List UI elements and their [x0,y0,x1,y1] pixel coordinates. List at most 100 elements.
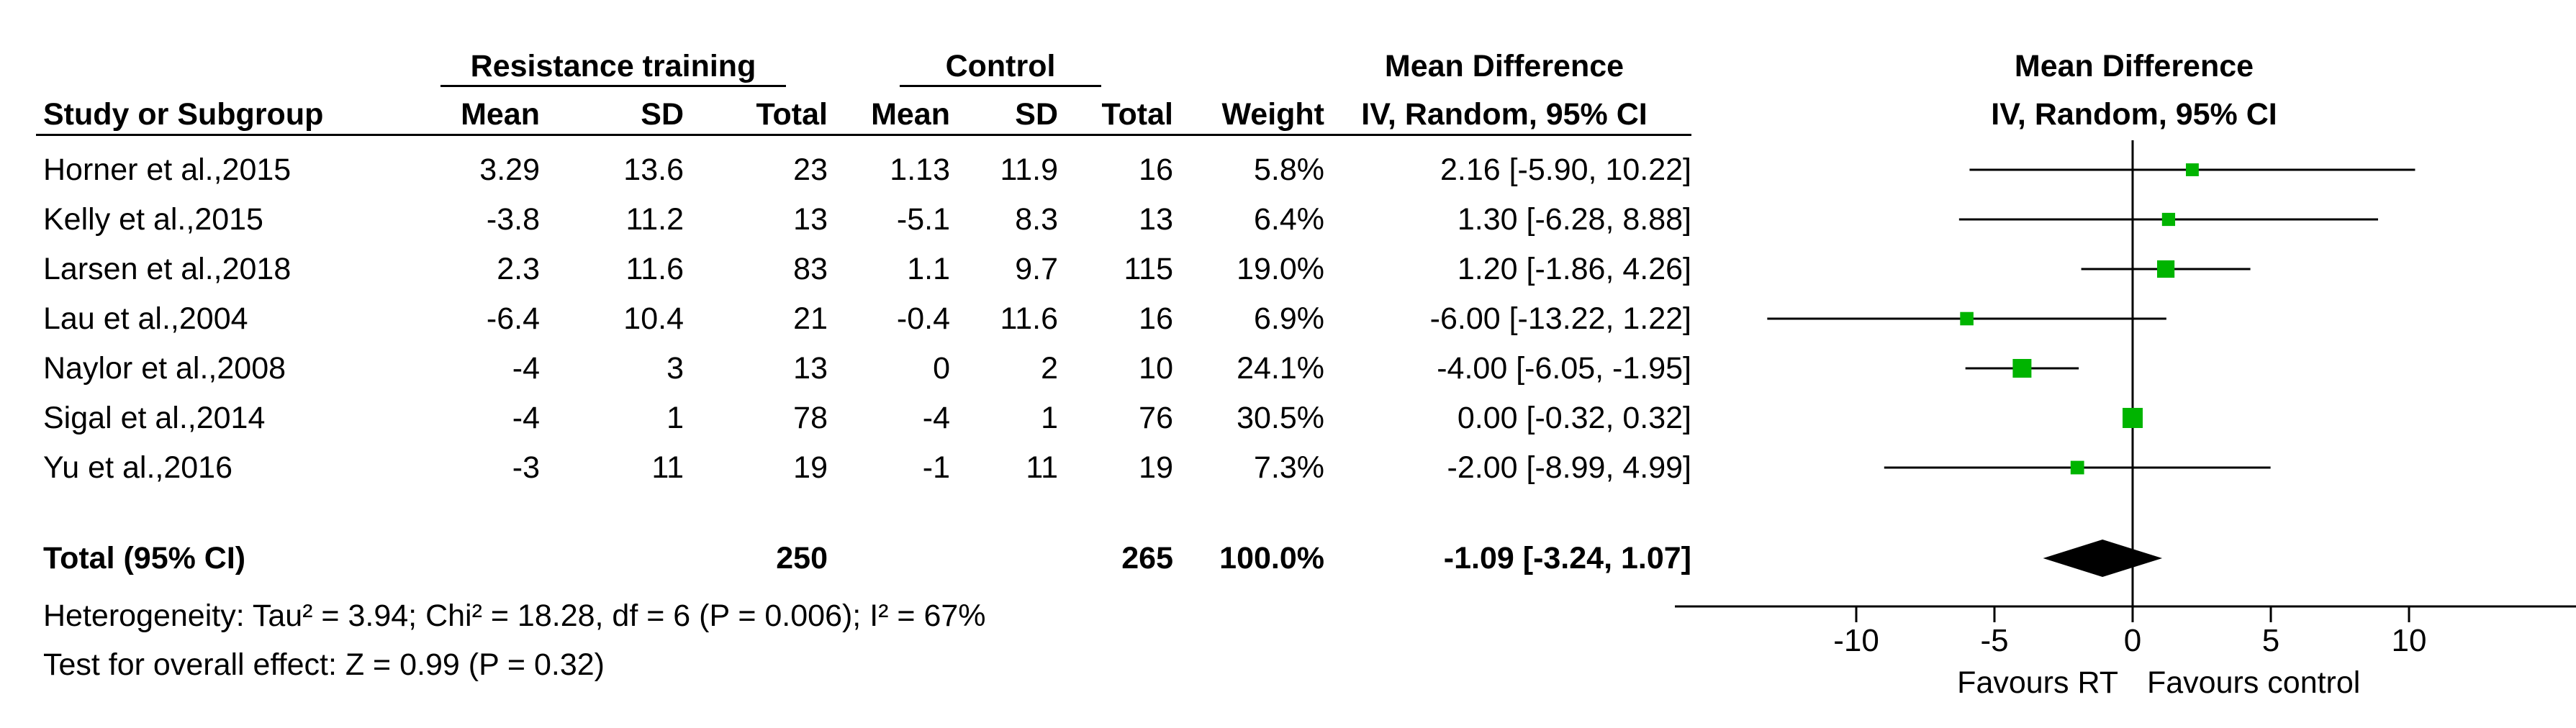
row-total2: 115 [1124,252,1173,286]
group1-underline [440,85,786,87]
group2-underline [900,85,1101,87]
row-sd1: 13.6 [623,153,684,187]
row-mean1: -4 [512,351,540,386]
x-tick-label: -10 [1833,623,1879,658]
row-mean2: -4 [922,401,950,435]
row-weight: 30.5% [1237,401,1324,435]
row-total2: 13 [1139,202,1173,237]
row-sd1: 1 [666,401,684,435]
plot-header: Mean Difference [2014,49,2254,83]
row-weight: 24.1% [1237,351,1324,386]
row-mean1: -4 [512,401,540,435]
row-total2: 16 [1139,153,1173,187]
favours-left-label: Favours RT [1957,665,2118,700]
row-weight: 5.8% [1253,153,1324,187]
row-md: 0.00 [-0.32, 0.32] [1457,401,1691,435]
row-md: -6.00 [-13.22, 1.22] [1429,301,1691,336]
row-md: -2.00 [-8.99, 4.99] [1447,450,1691,485]
col-sd1: SD [641,97,684,132]
row-total2: 16 [1139,301,1173,336]
heterogeneity-text: Heterogeneity: Tau² = 3.94; Chi² = 18.28… [43,599,986,633]
row-mean1: 3.29 [479,153,540,187]
row-total2: 76 [1139,401,1173,435]
total-md: -1.09 [-3.24, 1.07] [1443,541,1691,575]
md-header: Mean Difference [1384,49,1624,83]
row-total1: 23 [793,153,828,187]
row-sd2: 2 [1041,351,1058,386]
x-tick-label: 5 [2262,623,2279,658]
row-total1: 21 [793,301,828,336]
row-total1: 83 [793,252,828,286]
study-point-marker [2161,212,2176,227]
header-divider [36,134,1691,136]
study-point-marker [2123,408,2143,428]
row-mean1: -3.8 [486,202,540,237]
row-study: Yu et al.,2016 [43,450,232,485]
row-sd1: 11.2 [625,202,684,237]
row-study: Lau et al.,2004 [43,301,248,336]
row-sd1: 11.6 [625,252,684,286]
pooled-diamond [2043,540,2163,577]
row-total1: 13 [793,351,828,386]
col-total2: Total [1101,97,1173,132]
row-study: Horner et al.,2015 [43,153,292,187]
row-study: Naylor et al.,2008 [43,351,286,386]
row-sd2: 11.9 [1000,153,1059,187]
x-tick-label: -5 [1980,623,2008,658]
row-total1: 78 [793,401,828,435]
overall-effect-text: Test for overall effect: Z = 0.99 (P = 0… [43,647,605,682]
row-sd2: 9.7 [1015,252,1058,286]
row-sd2: 8.3 [1015,202,1058,237]
row-sd1: 3 [666,351,684,386]
row-total2: 19 [1139,450,1173,485]
col-plot: IV, Random, 95% CI [1991,97,2277,132]
row-mean2: 1.1 [907,252,950,286]
row-sd1: 10.4 [623,301,684,336]
study-point-marker [1960,311,1974,326]
study-point-marker [2186,163,2199,176]
row-md: 2.16 [-5.90, 10.22] [1440,153,1691,187]
row-mean2: 1.13 [890,153,950,187]
row-sd2: 11.6 [1000,301,1059,336]
row-sd1: 11 [651,450,684,485]
study-point-marker [2012,358,2032,378]
row-mean2: -0.4 [896,301,950,336]
x-tick-label: 0 [2124,623,2141,658]
row-total1: 19 [793,450,828,485]
total-weight: 100.0% [1219,541,1324,575]
col-sd2: SD [1015,97,1058,132]
group2-header: Control [945,49,1056,83]
total-total2: 265 [1121,541,1173,575]
study-point-marker [2156,260,2175,278]
row-md: 1.30 [-6.28, 8.88] [1457,202,1691,237]
row-sd2: 11 [1026,450,1058,485]
row-mean1: -3 [512,450,540,485]
x-tick-label: 10 [2392,623,2427,658]
col-mean1: Mean [461,97,540,132]
row-mean1: 2.3 [497,252,540,286]
row-mean2: 0 [933,351,950,386]
total-label: Total (95% CI) [43,541,246,575]
study-point-marker [2070,460,2084,475]
group1-header: Resistance training [470,49,756,83]
col-total1: Total [756,97,828,132]
row-md: 1.20 [-1.86, 4.26] [1457,252,1691,286]
row-total2: 10 [1139,351,1173,386]
col-md: IV, Random, 95% CI [1361,97,1648,132]
row-mean2: -1 [922,450,950,485]
col-weight: Weight [1221,97,1324,132]
row-study: Sigal et al.,2014 [43,401,266,435]
row-weight: 6.9% [1253,301,1324,336]
total-total1: 250 [776,541,828,575]
row-weight: 19.0% [1237,252,1324,286]
row-total1: 13 [793,202,828,237]
row-md: -4.00 [-6.05, -1.95] [1437,351,1691,386]
row-sd2: 1 [1041,401,1058,435]
row-weight: 7.3% [1253,450,1324,485]
col-study: Study or Subgroup [43,97,324,132]
favours-right-label: Favours control [2147,665,2360,700]
row-mean1: -6.4 [486,301,540,336]
row-mean2: -5.1 [896,202,950,237]
row-study: Larsen et al.,2018 [43,252,292,286]
